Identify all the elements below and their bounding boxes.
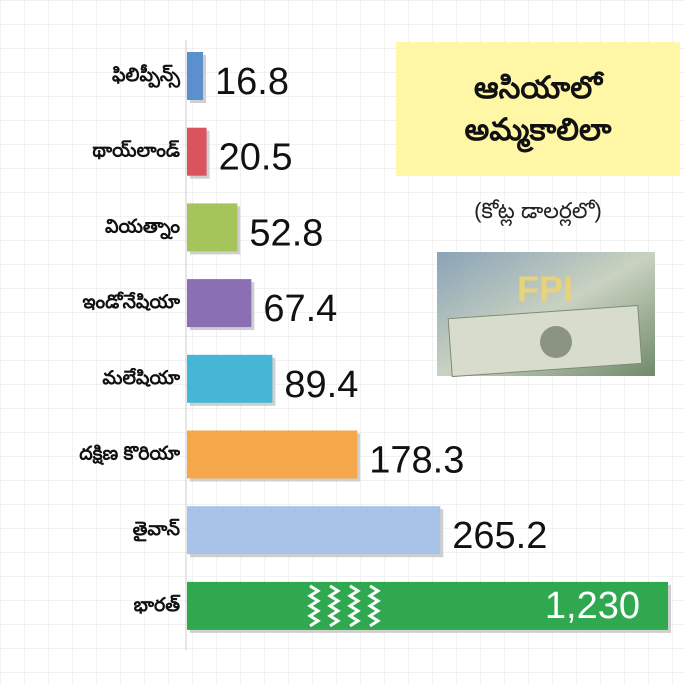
category-label: దక్షిణ కొరియా <box>79 444 180 466</box>
bar <box>187 279 252 328</box>
bar <box>187 52 204 100</box>
value-label: 89.4 <box>284 364 358 406</box>
bar <box>187 430 358 479</box>
bar <box>187 203 238 252</box>
banknote-portrait <box>540 326 572 358</box>
axis-break <box>367 584 381 628</box>
chart-title: ఆసియాలో అమ్మకాలిలా <box>464 70 612 147</box>
axis-break <box>327 584 341 628</box>
image-text: FPI <box>517 269 573 310</box>
value-label: 265.2 <box>452 515 547 557</box>
bar <box>187 581 668 630</box>
value-label: 178.3 <box>369 440 464 482</box>
value-label: 1,230 <box>545 585 640 627</box>
fpi-image: FPI <box>437 252 655 378</box>
title-box: ఆసియాలో అమ్మకాలిలా <box>396 42 680 176</box>
category-label: ఫిలిప్పీన్స్ <box>112 64 181 88</box>
value-label: 67.4 <box>263 288 337 330</box>
category-label: తైవాన్ <box>133 518 181 542</box>
axis-break <box>347 584 361 628</box>
category-label: థాయ్‌లాండ్ <box>92 140 180 162</box>
bar <box>187 354 273 403</box>
bar <box>187 506 441 555</box>
value-label: 52.8 <box>249 212 323 254</box>
category-label: ఇండోనేషియా <box>82 291 180 313</box>
category-label: మలేషియా <box>102 367 180 389</box>
chart-subtitle: (కోట్ల డాలర్లలో) <box>474 198 602 223</box>
axis-break <box>307 584 321 628</box>
bar <box>187 127 207 176</box>
value-label: 20.5 <box>219 137 293 179</box>
category-label: వియత్నాం <box>105 216 180 239</box>
value-label: 16.8 <box>215 61 289 103</box>
category-label: భారత్ <box>134 594 182 616</box>
